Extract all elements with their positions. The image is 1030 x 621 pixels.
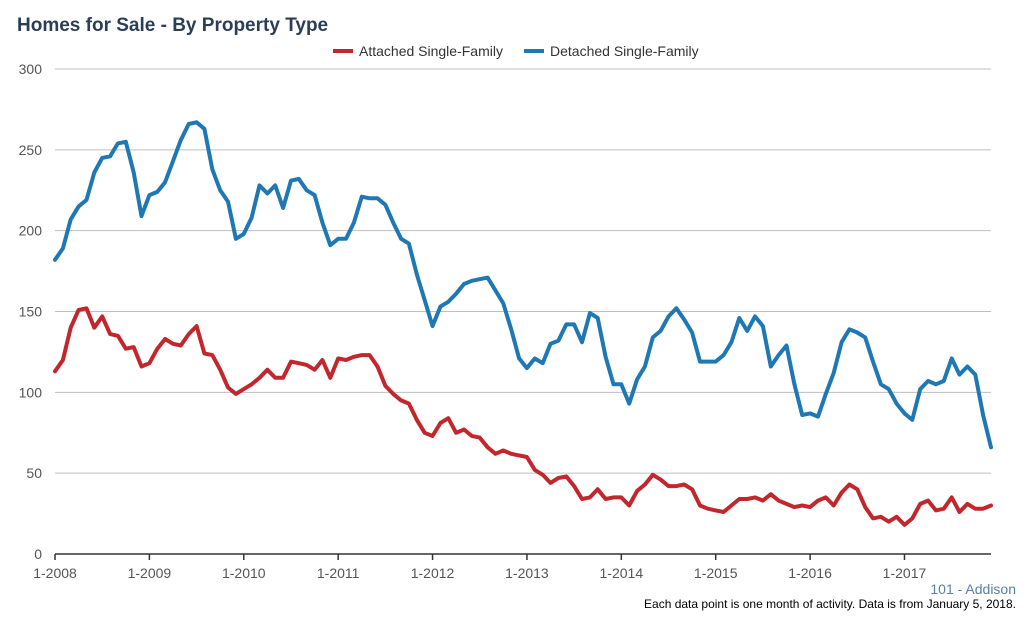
series-line-detached [53,120,993,450]
series-line-attached [53,306,993,527]
y-tick-label: 0 [34,546,42,562]
legend: Attached Single-Family Detached Single-Fa… [333,43,699,59]
x-axis: 1-2008 1-2009 1-2010 1-2011 1-2012 1-2013 1-20… [33,553,991,581]
y-axis-ticks: 0 50 100 150 200 250 300 [19,61,43,562]
y-tick-label: 150 [19,304,43,320]
x-tick-label: 1-2015 [694,565,738,581]
y-tick-label: 100 [19,384,43,400]
y-tick-label: 300 [19,61,43,77]
y-tick-label: 250 [19,142,43,158]
x-tick-label: 1-2011 [317,565,360,581]
chart-title: Homes for Sale - By Property Type [17,15,329,36]
x-tick-label: 1-2014 [600,565,644,581]
legend-label: Detached Single-Family [550,43,699,59]
x-tick-label: 1-2008 [33,565,77,581]
legend-label: Attached Single-Family [359,43,503,59]
gridlines [55,68,991,474]
x-tick-label: 1-2012 [411,565,455,581]
area-label: 101 - Addison [930,581,1016,597]
x-tick-label: 1-2009 [128,565,172,581]
y-tick-label: 200 [19,223,43,239]
series-lines [53,120,993,527]
footnote: Each data point is one month of activity… [644,597,1016,611]
x-tick-label: 1-2016 [788,565,832,581]
x-tick-label: 1-2010 [222,565,266,581]
x-tick-label: 1-2013 [505,565,549,581]
x-tick-label: 1-2017 [883,565,927,581]
y-tick-label: 50 [26,465,42,481]
